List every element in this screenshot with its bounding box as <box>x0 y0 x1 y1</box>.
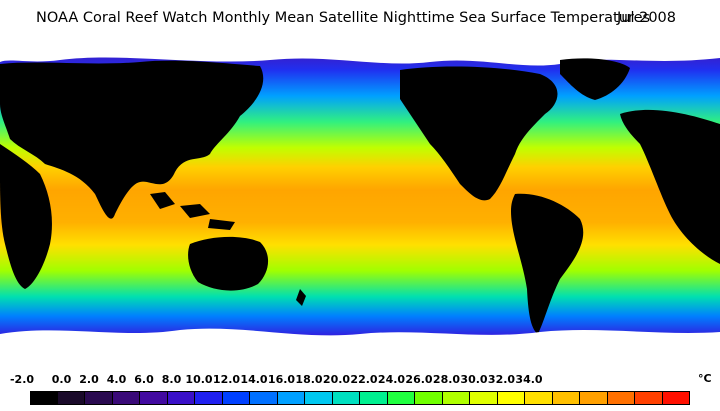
colorbar-swatch <box>525 392 553 404</box>
legend-label: 10.0 <box>185 373 213 386</box>
colorbar-swatch <box>305 392 333 404</box>
map-title: NOAA Coral Reef Watch Monthly Mean Satel… <box>0 10 720 32</box>
colorbar-swatch <box>442 392 470 404</box>
colorbar-swatch <box>470 392 498 404</box>
colorbar-swatch <box>85 392 113 404</box>
legend-label: 24.0 <box>377 373 406 386</box>
colorbar-swatch <box>497 392 525 404</box>
legend-label: 32.0 <box>487 373 516 386</box>
colorbar-swatch <box>140 392 168 404</box>
new-zealand <box>296 289 306 306</box>
legend-label: 34.0 <box>515 373 543 386</box>
colorbar-swatch <box>360 392 388 404</box>
legend-label: -2.0 <box>9 373 35 386</box>
title-date: Jul 2008 <box>617 10 677 26</box>
antarctica <box>0 328 720 368</box>
europe-africa-right <box>620 109 720 264</box>
colorbar <box>30 391 690 405</box>
colorbar-swatch <box>552 392 580 404</box>
colorbar-swatch <box>222 392 250 404</box>
legend-label: 16.0 <box>267 373 296 386</box>
colorbar-swatch <box>332 392 360 404</box>
colorbar-swatch <box>662 392 690 404</box>
continents <box>0 58 720 334</box>
colorbar-swatch <box>607 392 635 404</box>
legend-label: 18.0 <box>295 373 323 386</box>
legend-labels: -2.0 0.0 2.0 4.0 6.0 8.0 10.0 12.0 14.0 16.0 18.0 2… <box>0 373 720 389</box>
legend-label: 12.0 <box>212 373 241 386</box>
legend-label: 20.0 <box>322 373 351 386</box>
colorbar-swatch <box>195 392 223 404</box>
title-text: NOAA Coral Reef Watch Monthly Mean Satel… <box>36 10 651 26</box>
australia <box>188 236 269 291</box>
legend-label: 8.0 <box>161 373 182 386</box>
legend-label: 2.0 <box>79 373 99 386</box>
legend-label: 26.0 <box>405 373 433 386</box>
legend-label: 14.0 <box>240 373 268 386</box>
colorbar-swatch <box>250 392 278 404</box>
arctic-ice <box>0 44 720 66</box>
south-america <box>511 193 584 334</box>
legend-label: 22.0 <box>350 373 378 386</box>
legend-unit: °C <box>698 372 712 385</box>
colorbar-swatch <box>580 392 608 404</box>
colorbar-swatch <box>167 392 195 404</box>
legend-label: 6.0 <box>134 373 154 386</box>
legend-label: 4.0 <box>106 373 127 386</box>
sst-world-map <box>0 44 720 368</box>
colorbar-swatch <box>277 392 305 404</box>
colorbar-swatch <box>112 392 140 404</box>
colorbar-swatch <box>635 392 663 404</box>
eurasia <box>0 60 264 219</box>
maritime-asia <box>150 192 235 230</box>
legend-label: 30.0 <box>460 373 488 386</box>
north-america <box>400 66 558 201</box>
colorbar-swatch <box>415 392 443 404</box>
greenland <box>560 58 630 100</box>
legend-label: 0.0 <box>51 373 72 386</box>
africa <box>0 144 52 289</box>
legend-label: 28.0 <box>432 373 461 386</box>
colorbar-swatch <box>30 392 58 404</box>
colorbar-swatch <box>387 392 415 404</box>
colorbar-swatch <box>57 392 85 404</box>
